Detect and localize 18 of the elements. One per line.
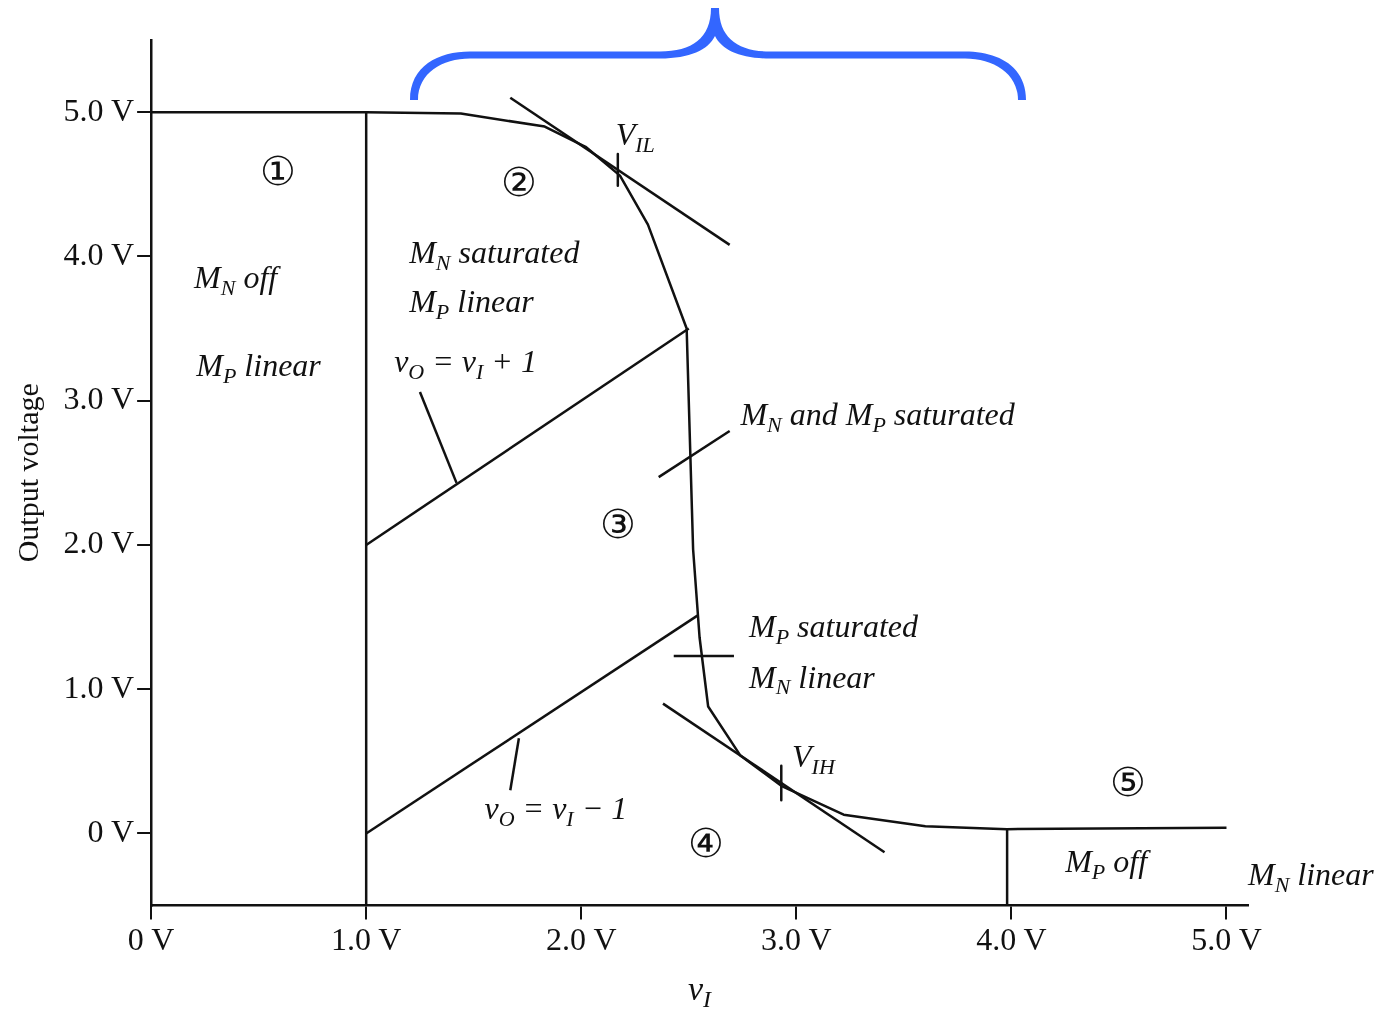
y-tick-label: 4.0 V bbox=[63, 235, 135, 272]
x-tick-label: 5.0 V bbox=[1191, 921, 1262, 958]
y-tick-label: 2.0 V bbox=[63, 524, 135, 561]
y-tick-label: 0 V bbox=[87, 812, 135, 849]
y-tick-label: 3.0 V bbox=[63, 380, 135, 417]
x-tick-label: 3.0 V bbox=[761, 921, 832, 958]
y-tick-label: 5.0 V bbox=[63, 91, 135, 128]
y-tick-label: 1.0 V bbox=[63, 668, 135, 705]
x-tick-label: 0 V bbox=[127, 921, 175, 958]
annotation: ① bbox=[260, 148, 296, 194]
y-axis-title: Output voltage bbox=[10, 383, 44, 563]
annotation: ⑤ bbox=[1109, 760, 1146, 806]
annotation: ④ bbox=[688, 820, 725, 866]
x-tick-label: 1.0 V bbox=[330, 921, 402, 958]
annotation: ③ bbox=[599, 502, 636, 548]
annotation: ② bbox=[500, 160, 537, 206]
x-tick-label: 4.0 V bbox=[976, 921, 1047, 958]
x-tick-label: 2.0 V bbox=[546, 921, 617, 958]
